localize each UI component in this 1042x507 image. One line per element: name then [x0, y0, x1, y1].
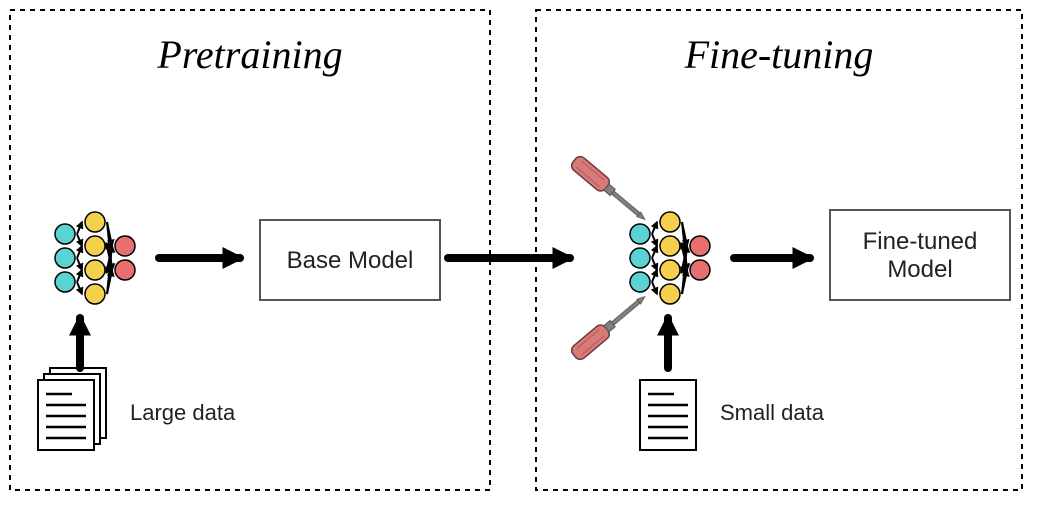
nn-node-input: [55, 272, 75, 292]
nn-edge: [77, 234, 82, 246]
nn-edge: [77, 258, 82, 270]
nn-edge: [77, 270, 82, 282]
nn-node-hidden: [660, 284, 680, 304]
screwdriver-bottom: [569, 290, 650, 361]
nn-node-hidden: [85, 284, 105, 304]
nn-node-output: [690, 236, 710, 256]
nn-node-output: [115, 260, 135, 280]
nn-node-hidden: [660, 212, 680, 232]
nn-edge: [77, 282, 82, 294]
nn-node-output: [115, 236, 135, 256]
nn-edge: [652, 246, 657, 258]
nn-node-input: [630, 224, 650, 244]
small-data-label: Small data: [720, 400, 825, 425]
nn-edge: [77, 222, 82, 234]
nn-node-hidden: [85, 260, 105, 280]
finetuned-label-1: Fine-tuned: [863, 228, 978, 255]
nn-node-output: [690, 260, 710, 280]
panel-title-right: Fine-tuning: [684, 32, 874, 77]
screwdriver-top: [569, 154, 650, 225]
nn-node-input: [630, 248, 650, 268]
base-label: Base Model: [287, 247, 414, 274]
panel-title-left: Pretraining: [156, 32, 342, 77]
small-data-icon: [640, 380, 696, 450]
nn-node-hidden: [660, 260, 680, 280]
nn-edge: [652, 282, 657, 294]
nn-node-input: [55, 224, 75, 244]
nn-node-input: [55, 248, 75, 268]
nn-edge: [652, 270, 657, 282]
large-data-label: Large data: [130, 400, 236, 425]
nn-node-input: [630, 272, 650, 292]
neural-net-finetune: [569, 154, 710, 362]
nn-edge: [652, 258, 657, 270]
nn-node-hidden: [660, 236, 680, 256]
large-data-icon: [38, 368, 106, 450]
finetuned-box: [830, 210, 1010, 300]
neural-net-pretrain: [55, 212, 135, 304]
nn-edge: [652, 222, 657, 234]
nn-node-hidden: [85, 212, 105, 232]
nn-edge: [652, 234, 657, 246]
nn-node-hidden: [85, 236, 105, 256]
nn-edge: [77, 246, 82, 258]
finetuned-label-2: Model: [887, 256, 952, 283]
